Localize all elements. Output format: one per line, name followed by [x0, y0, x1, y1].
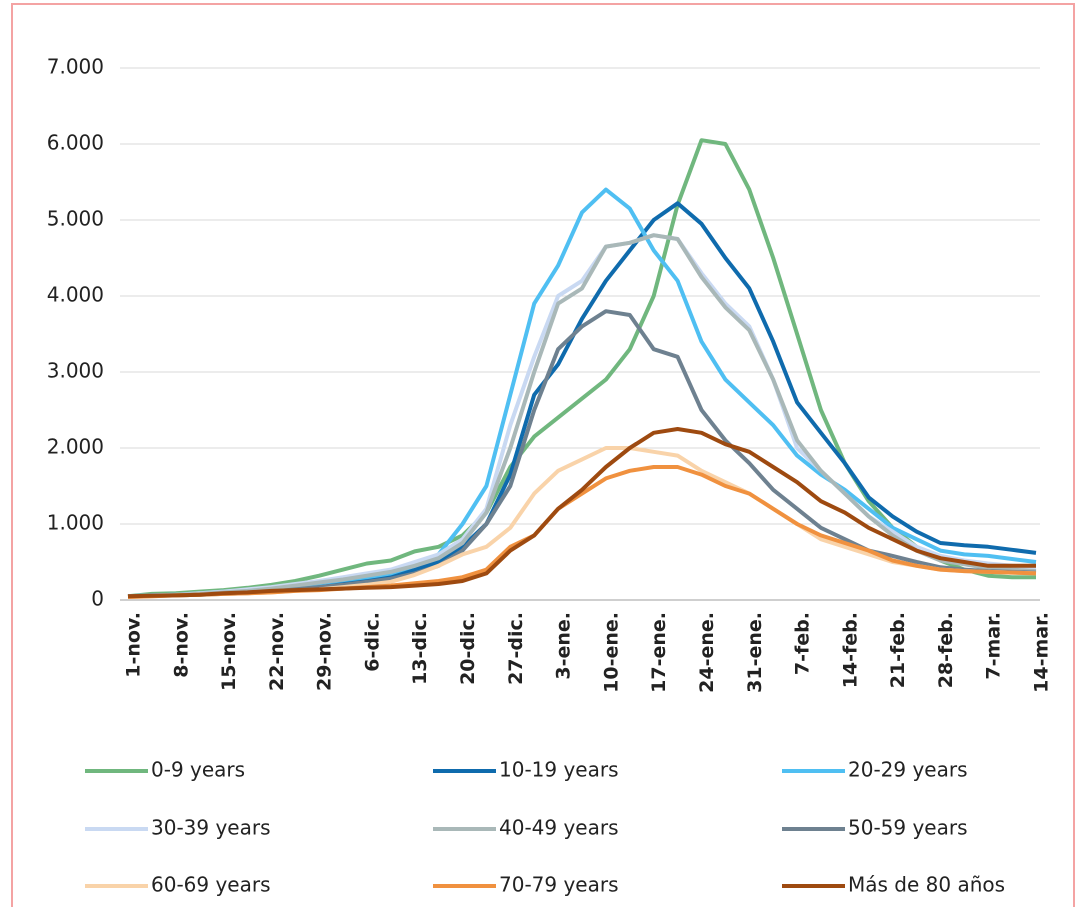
- legend-label: 30-39 years: [151, 816, 271, 840]
- y-tick-label: 5.000: [47, 207, 104, 231]
- x-tick-label: 24-ene.: [696, 612, 718, 693]
- series-line: [127, 233, 1037, 599]
- x-tick-label: 15-nov.: [218, 612, 240, 691]
- y-tick-label: 1.000: [47, 511, 104, 535]
- x-tick-label: 21-feb.: [887, 612, 909, 688]
- legend-label: 60-69 years: [151, 873, 271, 897]
- legend-label: 40-49 years: [499, 816, 619, 840]
- x-tick-label: 29-nov.: [314, 612, 336, 691]
- x-tick-label: 8-nov.: [170, 612, 192, 678]
- x-tick-label: 10-ene.: [600, 612, 622, 693]
- legend-label: 0-9 years: [151, 758, 245, 782]
- legend-label: 10-19 years: [499, 758, 619, 782]
- y-tick-label: 0: [91, 587, 104, 611]
- x-tick-label: 13-dic.: [409, 612, 431, 685]
- legend-label: 70-79 years: [499, 873, 619, 897]
- x-tick-label: 7-feb.: [792, 612, 814, 675]
- chart-frame: [11, 3, 1075, 907]
- x-tick-label: 22-nov.: [266, 612, 288, 691]
- x-tick-label: 31-ene.: [744, 612, 766, 693]
- x-tick-label: 14-feb.: [839, 612, 861, 688]
- y-tick-label: 2.000: [47, 435, 104, 459]
- series-line: [127, 427, 1036, 599]
- x-tick-label: 7-mar.: [983, 612, 1005, 680]
- x-tick-label: 28-feb.: [935, 612, 957, 688]
- legend-label: Más de 80 años: [848, 873, 1005, 897]
- x-tick-label: 27-dic.: [505, 612, 527, 685]
- x-tick-label: 20-dic.: [457, 612, 479, 685]
- y-tick-label: 6.000: [47, 131, 104, 155]
- x-tick-label: 6-dic.: [361, 612, 383, 672]
- y-tick-label: 7.000: [47, 55, 104, 79]
- y-tick-label: 4.000: [47, 283, 104, 307]
- x-tick-label: 17-ene.: [648, 612, 670, 693]
- y-tick-label: 3.000: [47, 359, 104, 383]
- legend-label: 20-29 years: [848, 758, 968, 782]
- legend-label: 50-59 years: [848, 816, 968, 840]
- x-tick-label: 3-ene.: [553, 612, 575, 680]
- x-tick-label: 1-nov.: [123, 612, 145, 678]
- x-tick-label: 14-mar.: [1031, 612, 1053, 693]
